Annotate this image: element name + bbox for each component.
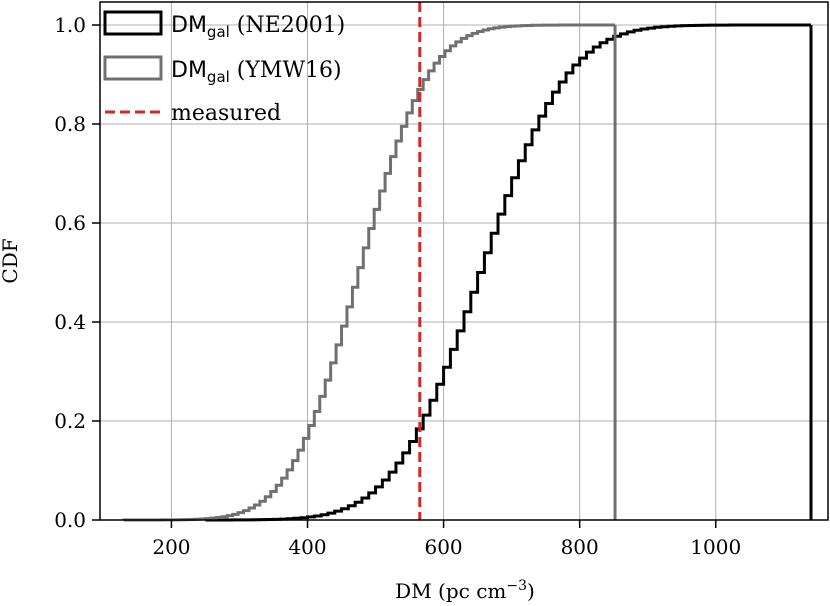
y-axis: 0.0 0.2 0.4 0.6 0.8 1.0 [54,13,100,532]
plot-frame [99,1,829,521]
x-tick-label: 200 [152,535,190,559]
y-tick-label: 0.8 [54,112,86,136]
x-tick-label: 1000 [690,535,741,559]
series-line-ne2001 [203,23,813,522]
series-line-ymw16 [122,23,617,522]
legend-swatch-ne2001 [103,10,163,36]
legend: DMgal (NE2001) DMgal (YMW16) measured [103,10,345,126]
legend-label-measured: measured [171,101,281,126]
y-tick-label: 0.0 [54,508,86,532]
legend-label-ne2001: DMgal (NE2001) [171,13,345,41]
legend-label-ymw16: DMgal (YMW16) [171,58,342,86]
legend-swatch-ymw16 [103,55,163,81]
y-tick-label: 0.6 [54,211,86,235]
x-axis: 200 400 600 800 1000 [152,520,741,559]
y-tick-label: 0.4 [54,310,86,334]
x-axis-title: DM (pc cm−3) [395,578,535,603]
x-tick-label: 800 [561,535,599,559]
series-layer [122,2,813,522]
y-tick-label: 0.2 [54,409,86,433]
y-axis-title: CDF [0,238,22,283]
x-tick-label: 400 [288,535,326,559]
x-tick-label: 600 [424,535,462,559]
y-tick-label: 1.0 [54,13,86,37]
